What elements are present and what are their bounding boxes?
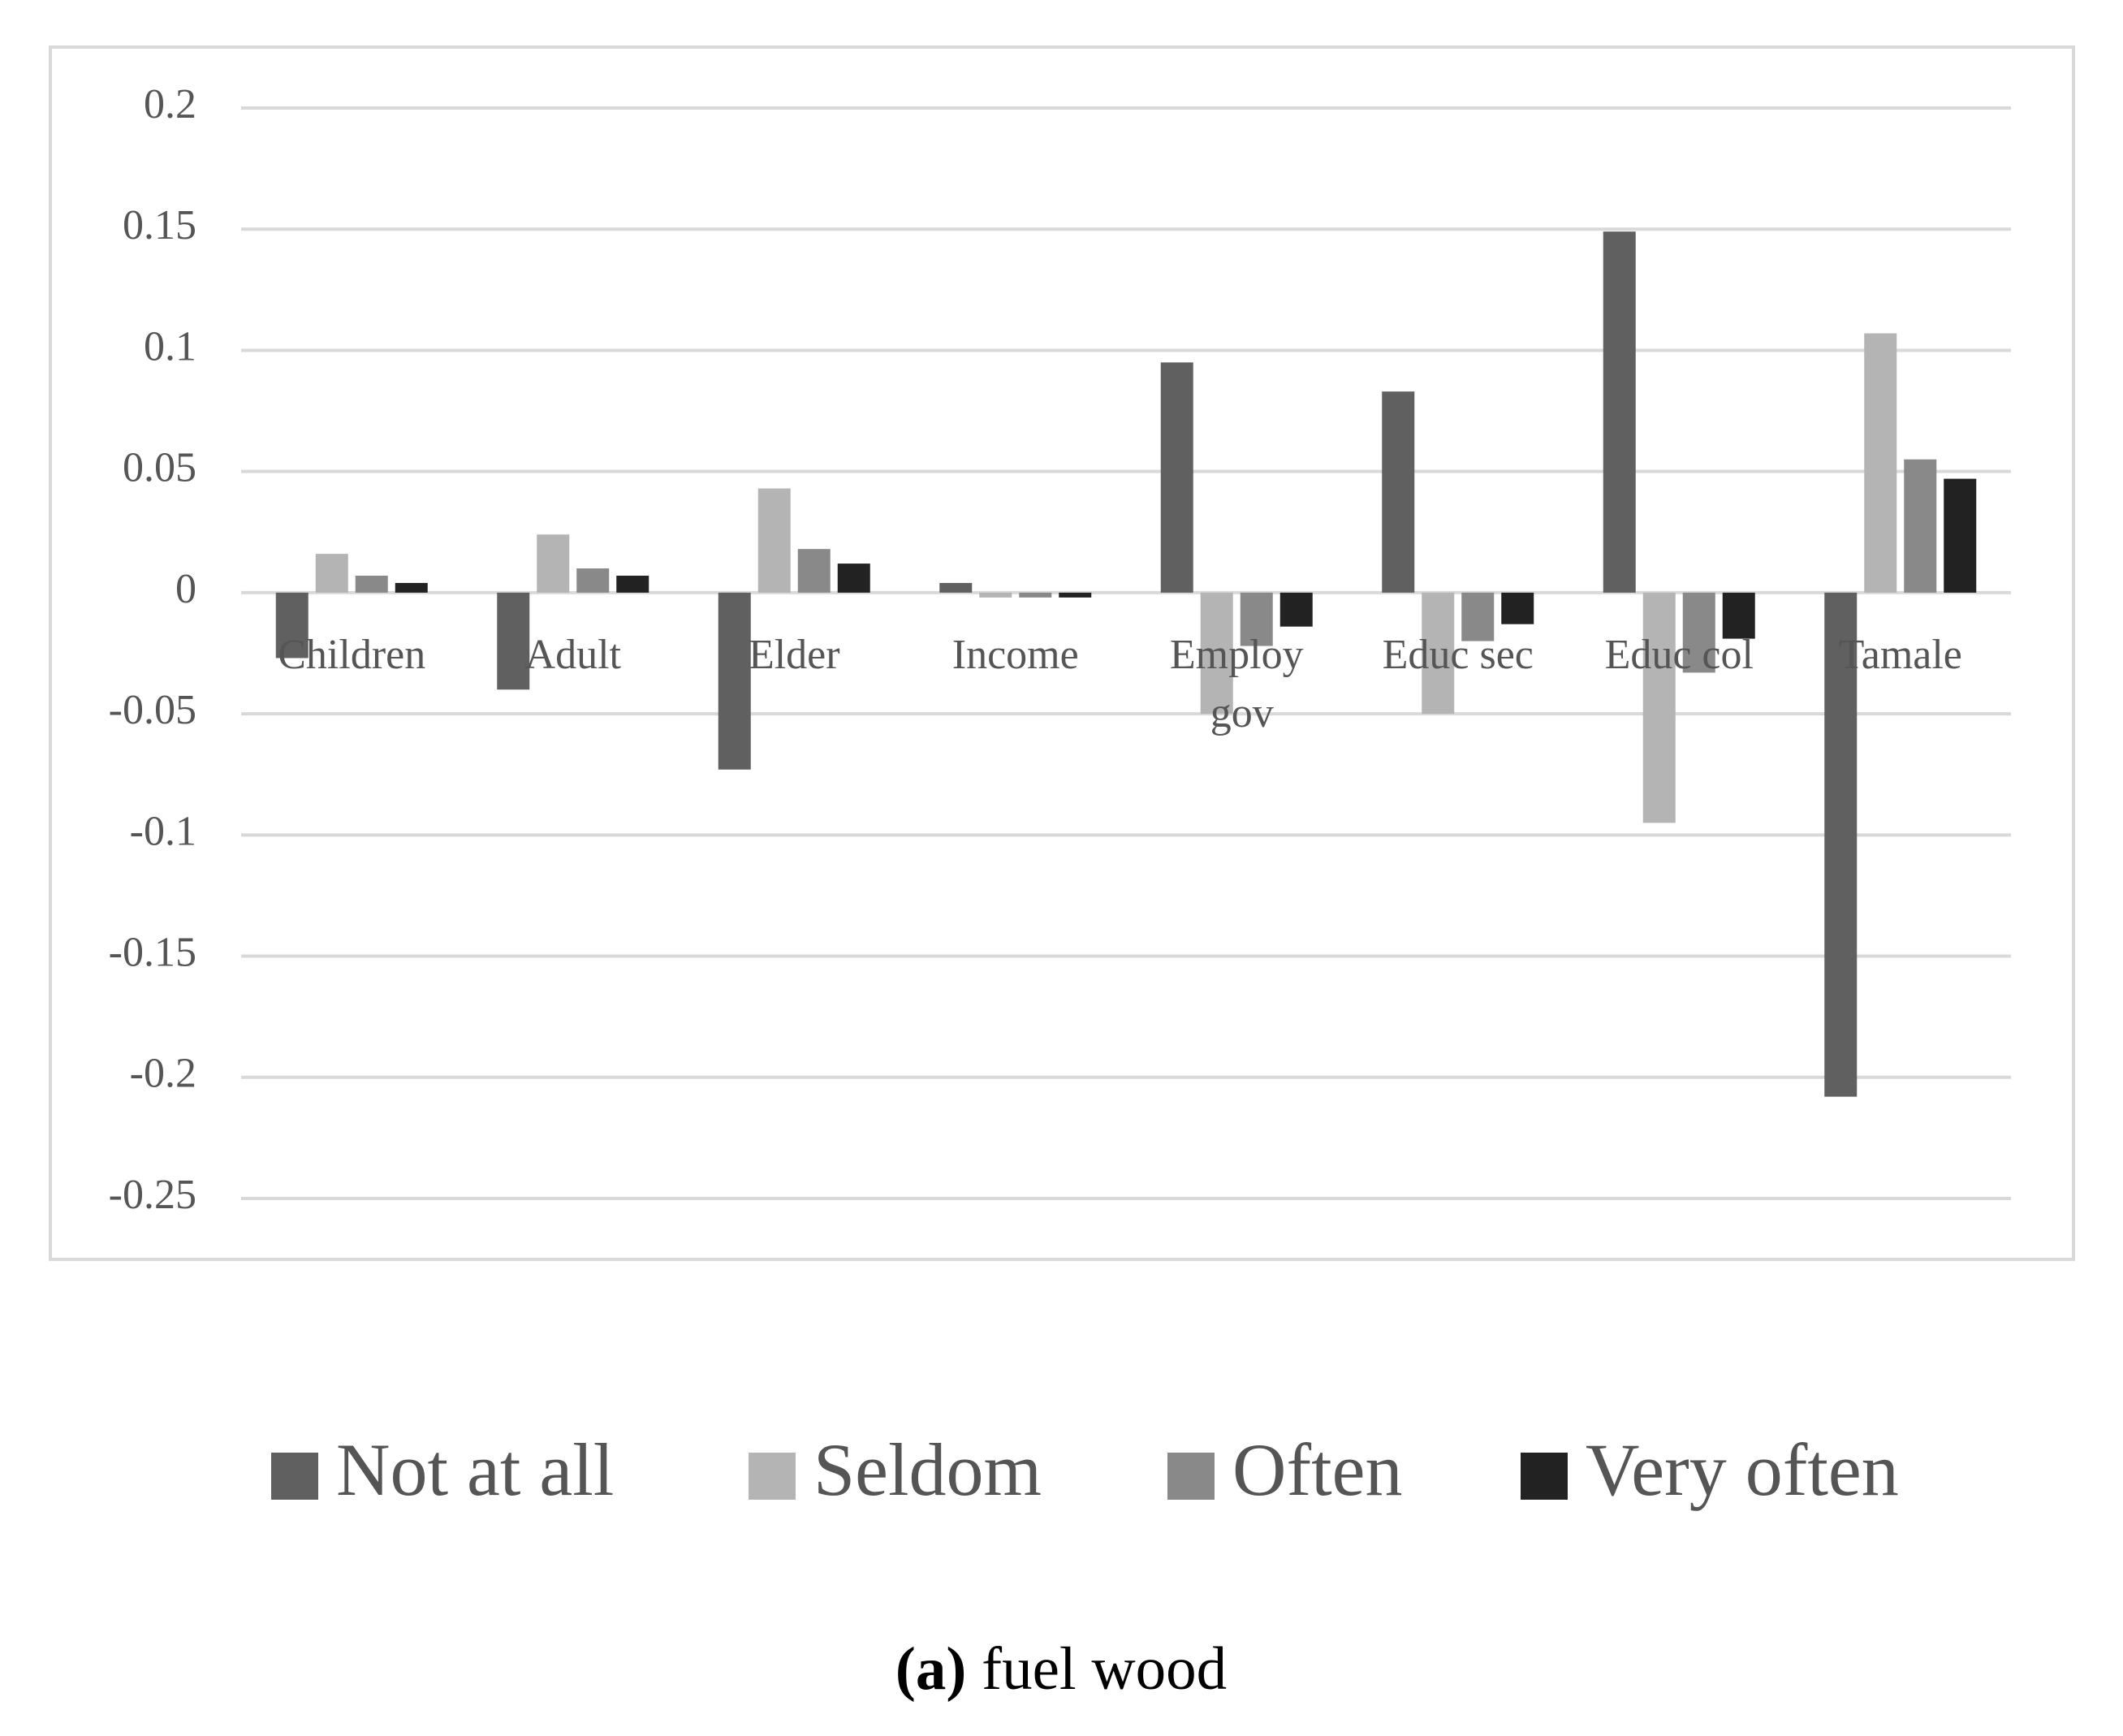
bar — [1864, 333, 1897, 593]
bar — [718, 592, 751, 770]
y-tick-label: 0.2 — [144, 81, 196, 127]
bar — [979, 592, 1012, 598]
legend-swatch — [1167, 1453, 1215, 1500]
bar — [1461, 592, 1495, 641]
plot-frame — [49, 45, 2075, 1261]
y-tick-label: 0 — [175, 566, 196, 612]
bar — [1240, 592, 1273, 646]
legend-swatch — [1521, 1453, 1568, 1500]
y-tick-label: 0.05 — [123, 445, 196, 491]
bar — [757, 488, 791, 593]
bar — [1382, 391, 1415, 593]
bar — [497, 592, 530, 690]
legend-label: Often — [1232, 1428, 1402, 1511]
bar — [616, 575, 649, 593]
x-tick-label: Educ sec — [1383, 632, 1534, 678]
legend-swatch — [271, 1453, 318, 1500]
caption-label: (a) — [895, 1635, 966, 1703]
bar — [1722, 592, 1755, 639]
bar — [1944, 478, 1977, 593]
caption-text: fuel wood — [982, 1635, 1227, 1703]
bar — [576, 568, 610, 593]
bar — [355, 575, 388, 593]
bar — [315, 554, 348, 593]
bar — [1682, 592, 1715, 673]
y-tick-label: -0.1 — [130, 808, 196, 854]
x-tick-label: Adult — [525, 632, 622, 678]
x-tick-label-line: Employ — [1170, 632, 1304, 678]
bar — [1059, 592, 1092, 598]
bar — [1501, 592, 1534, 624]
legend-swatch — [749, 1453, 796, 1500]
y-tick-label: 0.15 — [123, 202, 196, 248]
bar — [1603, 231, 1636, 593]
bar — [1422, 592, 1455, 715]
x-tick-label: Employ gov — [1170, 632, 1304, 736]
bar — [1279, 592, 1313, 627]
y-tick-label: -0.15 — [109, 929, 196, 975]
x-tick-label: Educ col — [1605, 632, 1754, 678]
bar — [275, 592, 309, 659]
x-tick-label: Income — [952, 632, 1079, 678]
bar — [1642, 592, 1676, 823]
bar — [939, 582, 973, 593]
y-tick-label: -0.05 — [109, 687, 196, 733]
bar — [1904, 459, 1937, 593]
bar — [1160, 362, 1193, 593]
caption: (a) fuel wood — [895, 1635, 1227, 1703]
y-tick-label: -0.25 — [109, 1172, 196, 1218]
y-tick-label: 0.1 — [144, 323, 196, 369]
legend-label: Seldom — [813, 1428, 1042, 1511]
y-tick-label: -0.2 — [130, 1051, 196, 1097]
x-tick-label: Tamale — [1839, 632, 1962, 678]
bar — [797, 549, 831, 593]
bar — [1824, 592, 1858, 1097]
bar — [1019, 592, 1052, 598]
legend-label: Very often — [1586, 1428, 1899, 1511]
x-tick-label-line: gov — [1200, 690, 1274, 736]
bar — [537, 534, 570, 593]
legend-label: Not at all — [336, 1428, 614, 1511]
bar — [1200, 592, 1233, 715]
x-tick-label: Elder — [749, 632, 840, 678]
x-tick-label: Children — [278, 632, 425, 678]
bar — [837, 564, 870, 593]
bar — [395, 582, 428, 593]
